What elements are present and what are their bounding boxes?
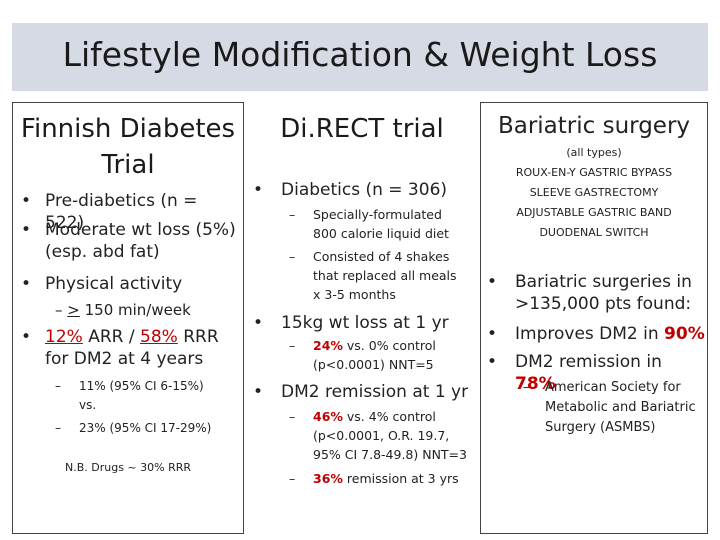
sub-36-percent: – 36% remission at 3 yrs [289,471,459,486]
finnish-diabetes-trial-panel: Finnish Diabetes Trial • Pre-diabetics (… [12,102,244,534]
bullet-physical-activity: • Physical activity [21,274,183,294]
bullet-icon: • [253,313,264,333]
slide-title: Lifestyle Modification & Weight Loss [62,35,658,74]
bullet-icon: • [21,220,32,240]
bullet-icon: • [253,180,264,200]
bullet-icon: • [487,324,498,344]
all-types-note: (all types) [566,146,622,159]
bullet-pre-diabetics: • Pre-diabetics (n = 522) [21,191,198,233]
sub-liquid-diet: – Specially-formulated 800 calorie liqui… [289,207,449,241]
surgery-types-list: ROUX-EN-Y GASTRIC BYPASS SLEEVE GASTRECT… [481,163,707,243]
bariatric-heading: Bariatric surgery [497,113,691,139]
drugs-note: N.B. Drugs ~ 30% RRR [64,461,192,474]
bullet-diabetics: • Diabetics (n = 306) [253,180,448,200]
direct-heading: Di.RECT trial [280,114,444,144]
direct-trial-panel: Di.RECT trial • Diabetics (n = 306) – Sp… [246,102,478,534]
bullet-icon: • [21,191,32,211]
sub-asmbs: – American Society for Metabolic and Bar… [523,380,696,435]
bullet-surgeries-found: • Bariatric surgeries in >135,000 pts fo… [487,272,692,314]
sub-24-percent: – 24% vs. 0% control (p<0.0001) NNT=5 [289,338,436,372]
bullet-arr-rrr: • 12% ARR / 58% RRR for DM2 at 4 years [21,327,219,369]
ci-row-2: – 23% (95% CI 17-29%) [55,421,212,435]
bullet-improves-dm2: • Improves DM2 in 90% [487,324,705,344]
bullet-moderate-wt-loss: • Moderate wt loss (5%) (esp. abd fat) [21,220,236,262]
surgery-type: DUODENAL SWITCH [539,226,649,239]
bullet-icon: • [253,382,264,402]
sub-46-percent: – 46% vs. 4% control (p<0.0001, O.R. 19.… [289,409,467,462]
bullet-icon: • [487,352,498,372]
surgery-type: SLEEVE GASTRECTOMY [529,186,659,199]
bullet-icon: • [21,274,32,294]
surgery-type: ADJUSTABLE GASTRIC BAND [516,206,672,219]
sub-shakes: – Consisted of 4 shakes that replaced al… [289,249,457,302]
bullet-icon: • [487,272,498,292]
bullet-icon: • [21,327,32,347]
title-banner: Lifestyle Modification & Weight Loss [12,23,708,91]
ci-row-1: – 11% (95% CI 6-15%) vs. [55,379,204,412]
bullet-dm2-remission-78: • DM2 remission in 78% [487,352,662,394]
finnish-heading: Finnish Diabetes Trial [20,114,236,180]
sub-min-per-week: – > 150 min/week [55,301,191,319]
bullet-dm2-remission: • DM2 remission at 1 yr [253,382,469,402]
surgery-type: ROUX-EN-Y GASTRIC BYPASS [515,166,673,179]
bariatric-surgery-panel: Bariatric surgery (all types) ROUX-EN-Y … [480,102,708,534]
bullet-wt-loss: • 15kg wt loss at 1 yr [253,313,449,333]
